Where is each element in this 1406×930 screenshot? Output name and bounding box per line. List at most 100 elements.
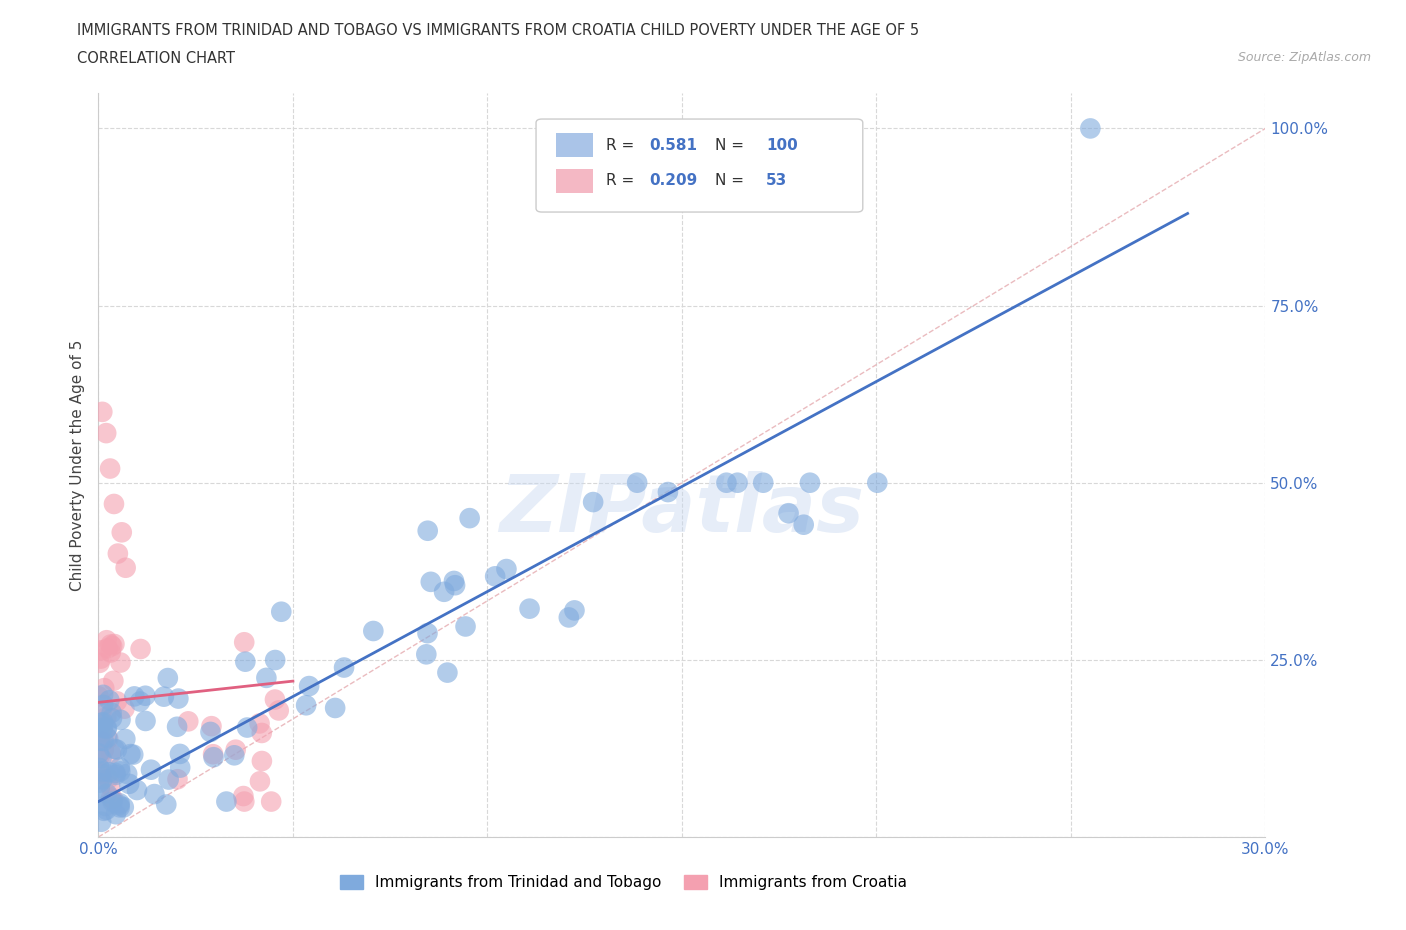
Text: N =: N = bbox=[714, 173, 748, 188]
Point bbox=[333, 660, 356, 675]
Point bbox=[657, 485, 679, 499]
Point bbox=[91, 698, 114, 712]
Point bbox=[90, 715, 112, 730]
Point bbox=[104, 767, 127, 782]
FancyBboxPatch shape bbox=[555, 169, 593, 193]
Point bbox=[96, 803, 118, 817]
Point bbox=[110, 712, 132, 727]
Point bbox=[793, 517, 815, 532]
Text: IMMIGRANTS FROM TRINIDAD AND TOBAGO VS IMMIGRANTS FROM CROATIA CHILD POVERTY UND: IMMIGRANTS FROM TRINIDAD AND TOBAGO VS I… bbox=[77, 23, 920, 38]
Point bbox=[91, 687, 114, 702]
Point bbox=[236, 720, 259, 735]
Point bbox=[91, 715, 114, 730]
Point bbox=[90, 734, 112, 749]
Point bbox=[200, 719, 222, 734]
Point bbox=[89, 761, 111, 776]
Point bbox=[112, 800, 135, 815]
Point bbox=[250, 725, 273, 740]
Point bbox=[270, 604, 292, 619]
Point bbox=[167, 691, 190, 706]
Point bbox=[433, 584, 456, 599]
Point bbox=[233, 635, 256, 650]
Text: 53: 53 bbox=[766, 173, 787, 188]
Point bbox=[416, 524, 439, 538]
Point bbox=[90, 751, 112, 766]
Point bbox=[91, 772, 114, 787]
Point bbox=[105, 694, 128, 709]
Point bbox=[103, 741, 125, 756]
Point bbox=[129, 642, 152, 657]
Point bbox=[264, 653, 287, 668]
Point bbox=[104, 807, 127, 822]
Point bbox=[112, 701, 135, 716]
Point bbox=[87, 689, 110, 704]
Point bbox=[415, 647, 437, 662]
Point bbox=[124, 689, 146, 704]
Point bbox=[91, 721, 114, 736]
Point bbox=[727, 475, 749, 490]
Point bbox=[436, 665, 458, 680]
Point bbox=[233, 654, 256, 669]
Point bbox=[90, 703, 112, 718]
Point bbox=[135, 713, 157, 728]
Point bbox=[166, 772, 188, 787]
Point bbox=[1080, 121, 1102, 136]
Point bbox=[94, 799, 117, 814]
Point bbox=[419, 575, 441, 590]
Point bbox=[100, 705, 122, 720]
Point bbox=[91, 764, 114, 779]
Text: ZIPatlas: ZIPatlas bbox=[499, 471, 865, 549]
Point bbox=[250, 753, 273, 768]
Point bbox=[103, 637, 125, 652]
Point bbox=[110, 655, 132, 670]
Point bbox=[100, 790, 122, 805]
Point bbox=[443, 574, 465, 589]
Point bbox=[778, 506, 800, 521]
Point bbox=[558, 610, 581, 625]
Point bbox=[96, 426, 118, 441]
Point bbox=[232, 789, 254, 804]
Point bbox=[564, 603, 586, 618]
Point bbox=[866, 475, 889, 490]
Text: 100: 100 bbox=[766, 138, 797, 153]
Point bbox=[125, 782, 148, 797]
Point bbox=[298, 679, 321, 694]
Point bbox=[444, 578, 467, 592]
Point bbox=[98, 461, 121, 476]
Point bbox=[114, 560, 136, 575]
Text: 0.209: 0.209 bbox=[650, 173, 697, 188]
Point bbox=[96, 722, 118, 737]
Text: R =: R = bbox=[606, 138, 640, 153]
FancyBboxPatch shape bbox=[555, 133, 593, 157]
Point bbox=[254, 671, 277, 685]
Point bbox=[249, 716, 271, 731]
Point bbox=[484, 569, 506, 584]
Point bbox=[582, 495, 605, 510]
Text: CORRELATION CHART: CORRELATION CHART bbox=[77, 51, 235, 66]
Point bbox=[96, 786, 118, 801]
Point bbox=[93, 742, 115, 757]
Point bbox=[89, 765, 111, 780]
Point bbox=[100, 645, 122, 660]
Point bbox=[89, 656, 111, 671]
Point bbox=[110, 764, 132, 778]
Point bbox=[454, 619, 477, 634]
Point bbox=[96, 710, 118, 724]
Point bbox=[202, 747, 225, 762]
Point bbox=[260, 794, 283, 809]
Point bbox=[90, 815, 112, 830]
Point bbox=[108, 800, 131, 815]
Point bbox=[90, 643, 112, 658]
Point bbox=[114, 732, 136, 747]
Point bbox=[105, 742, 128, 757]
Point bbox=[96, 730, 118, 745]
Point bbox=[118, 777, 141, 791]
Text: R =: R = bbox=[606, 173, 640, 188]
Point bbox=[202, 750, 225, 764]
Point bbox=[108, 760, 131, 775]
Point bbox=[108, 796, 131, 811]
Point bbox=[166, 719, 188, 734]
Point bbox=[108, 798, 131, 813]
Point bbox=[89, 776, 111, 790]
Point bbox=[323, 700, 346, 715]
